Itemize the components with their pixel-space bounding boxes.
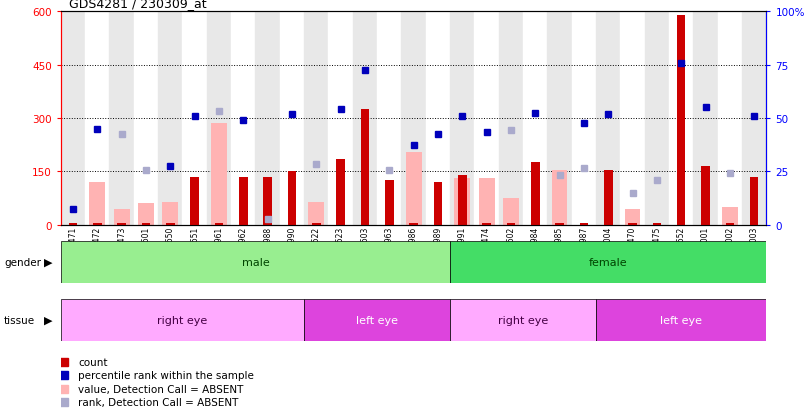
Bar [596, 299, 766, 341]
Bar [280, 12, 304, 225]
Bar [264, 177, 272, 225]
Text: percentile rank within the sample: percentile rank within the sample [79, 370, 255, 380]
Bar [182, 12, 207, 225]
Bar [304, 12, 328, 225]
Bar [474, 12, 499, 225]
Bar [572, 12, 596, 225]
Bar [353, 12, 377, 225]
Bar [109, 12, 134, 225]
Bar [742, 12, 766, 225]
Bar [450, 299, 596, 341]
Bar [604, 170, 612, 225]
Bar [434, 183, 442, 225]
Bar [239, 177, 247, 225]
Bar [385, 181, 393, 225]
Bar [499, 12, 523, 225]
Bar [677, 16, 685, 225]
Text: right eye: right eye [498, 315, 548, 325]
Bar [401, 12, 426, 225]
Text: tissue: tissue [4, 315, 35, 325]
Bar [158, 12, 182, 225]
Bar [114, 209, 130, 225]
Text: ▶: ▶ [45, 257, 53, 267]
Bar [693, 12, 718, 225]
Bar [624, 209, 641, 225]
Bar [308, 202, 324, 225]
Bar [337, 159, 345, 225]
Bar [620, 12, 645, 225]
Bar [426, 12, 450, 225]
Bar [551, 170, 568, 225]
Bar [406, 152, 422, 225]
Bar [556, 223, 564, 225]
Bar [377, 12, 401, 225]
Bar [669, 12, 693, 225]
Bar [231, 12, 255, 225]
Bar [61, 242, 450, 283]
Bar [69, 223, 77, 225]
Bar [531, 163, 539, 225]
Bar [255, 12, 280, 225]
Bar [478, 179, 495, 225]
Bar [450, 242, 766, 283]
Bar [547, 12, 572, 225]
Text: gender: gender [4, 257, 41, 267]
Text: male: male [242, 257, 269, 267]
Bar [85, 12, 109, 225]
Bar [503, 199, 519, 225]
Bar [312, 223, 320, 225]
Bar [507, 223, 515, 225]
Bar [93, 223, 101, 225]
Bar [450, 12, 474, 225]
Bar [328, 12, 353, 225]
Bar [138, 204, 154, 225]
Bar [134, 12, 158, 225]
Bar [722, 207, 738, 225]
Text: left eye: left eye [660, 315, 702, 325]
Bar [61, 12, 85, 225]
Bar [207, 12, 231, 225]
Text: left eye: left eye [356, 315, 398, 325]
Text: count: count [79, 357, 108, 367]
Bar [483, 223, 491, 225]
Bar [580, 223, 588, 225]
Bar [89, 183, 105, 225]
Bar [718, 12, 742, 225]
Bar [215, 223, 223, 225]
Bar [702, 166, 710, 225]
Bar [361, 110, 369, 225]
Text: value, Detection Call = ABSENT: value, Detection Call = ABSENT [79, 384, 244, 394]
Bar [645, 12, 669, 225]
Bar [162, 202, 178, 225]
Bar [523, 12, 547, 225]
Bar [304, 299, 450, 341]
Text: rank, Detection Call = ABSENT: rank, Detection Call = ABSENT [79, 397, 238, 407]
Bar [454, 179, 470, 225]
Bar [458, 176, 466, 225]
Bar [750, 177, 758, 225]
Bar [596, 12, 620, 225]
Bar [653, 223, 661, 225]
Bar [211, 124, 227, 225]
Text: right eye: right eye [157, 315, 208, 325]
Bar [629, 223, 637, 225]
Bar [118, 223, 126, 225]
Bar [726, 223, 734, 225]
Bar [142, 223, 150, 225]
Bar [191, 177, 199, 225]
Text: ▶: ▶ [45, 315, 53, 325]
Bar [288, 172, 296, 225]
Bar [410, 223, 418, 225]
Text: female: female [589, 257, 628, 267]
Text: GDS4281 / 230309_at: GDS4281 / 230309_at [69, 0, 207, 10]
Bar [61, 299, 304, 341]
Bar [166, 223, 174, 225]
